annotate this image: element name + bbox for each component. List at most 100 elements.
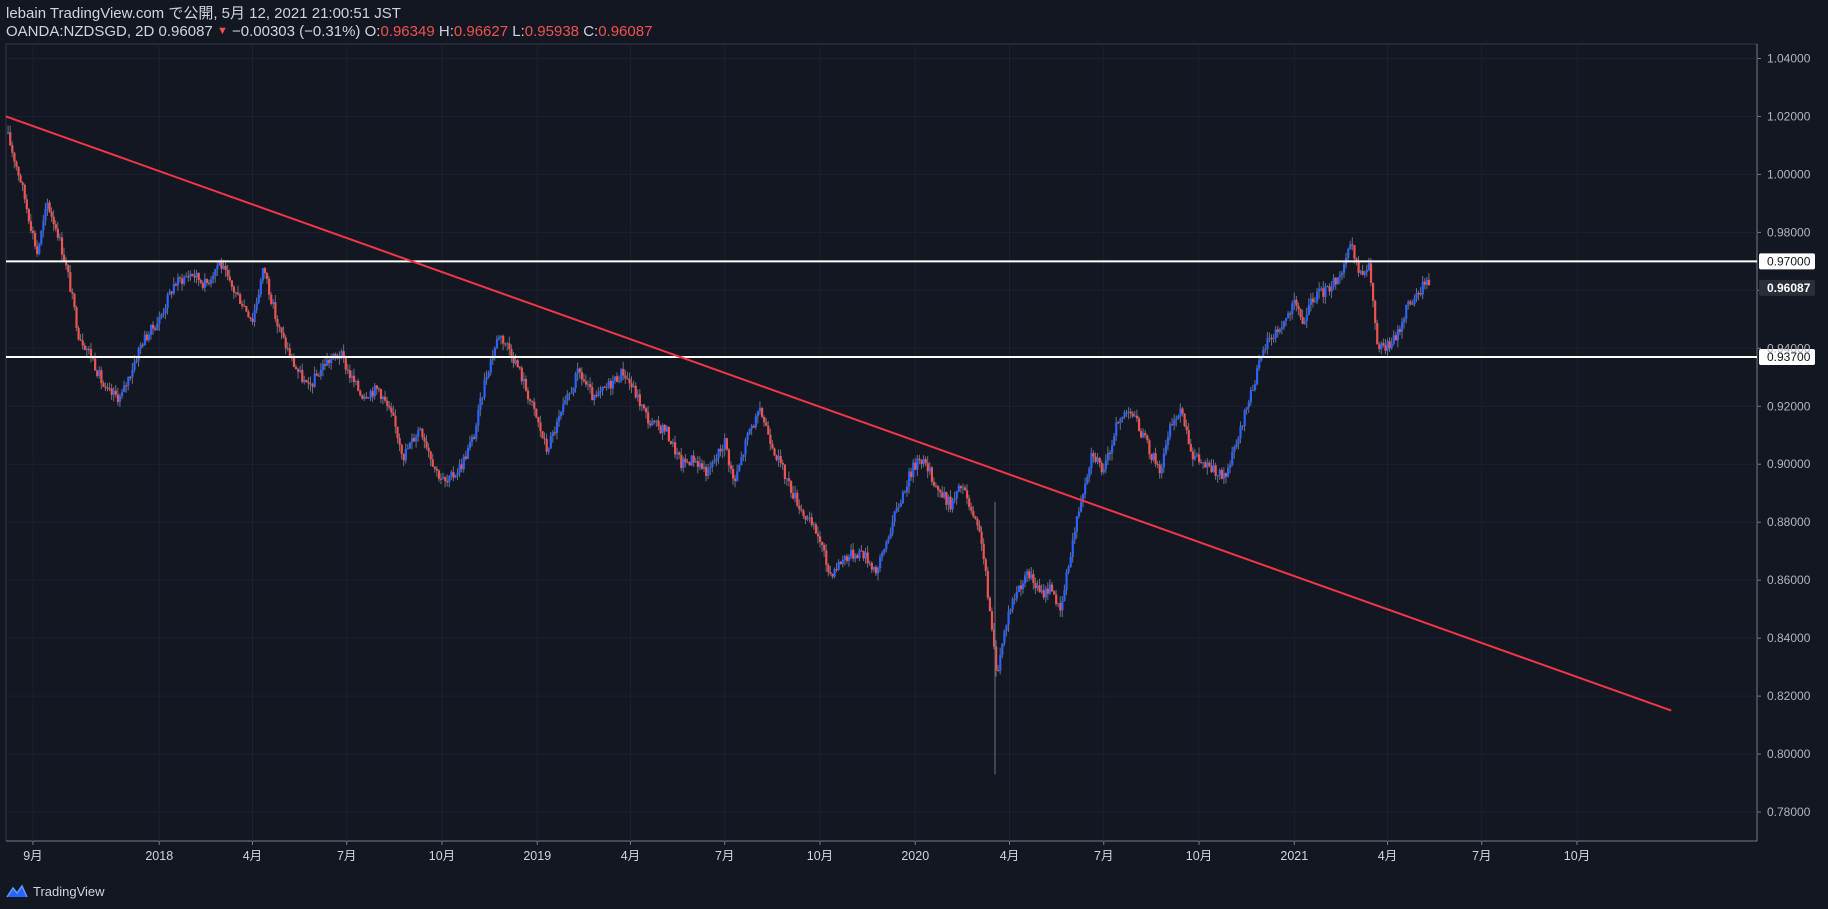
candle-up <box>189 273 192 277</box>
candle-down <box>980 531 983 544</box>
candle-up <box>597 392 600 396</box>
candle-up <box>912 462 915 478</box>
candle-down <box>81 340 84 346</box>
candle-up <box>259 280 262 295</box>
candle-down <box>870 562 873 570</box>
candle-down <box>667 426 670 441</box>
price-tick-label: 0.98000 <box>1767 225 1811 239</box>
candle-up <box>1347 248 1350 258</box>
candle-down <box>297 369 300 372</box>
candle-up <box>1278 328 1281 332</box>
candle-down <box>301 370 304 383</box>
candle-up <box>1396 329 1400 341</box>
candle-down <box>1371 282 1375 301</box>
candle-up <box>1069 556 1072 567</box>
candle-down <box>228 276 231 281</box>
candle-down <box>388 405 391 408</box>
candle-up <box>883 549 886 553</box>
candle-down <box>1156 463 1159 465</box>
candle-down <box>1295 299 1298 306</box>
candle-down <box>1299 309 1302 317</box>
candle-up <box>183 277 186 284</box>
candle-up <box>756 411 760 417</box>
candle-down <box>65 261 68 266</box>
candle-down <box>823 545 826 551</box>
horizontal-lines[interactable]: 0.97000 0.93700 <box>6 253 1815 366</box>
candle-down <box>178 277 182 279</box>
low-value: 0.95938 <box>524 23 580 40</box>
candle-up <box>483 379 486 398</box>
candle-down <box>352 375 356 382</box>
candle-down <box>421 428 424 438</box>
candle-down <box>13 152 16 162</box>
candle-up <box>690 455 693 466</box>
candle-down <box>348 370 352 378</box>
candle-down <box>344 357 347 370</box>
candle-down <box>1328 286 1331 292</box>
candle-down <box>1394 335 1397 341</box>
time-tick-label: 4月 <box>243 849 262 863</box>
candle-up <box>707 468 710 477</box>
candle-up <box>864 552 867 559</box>
candle-up <box>1293 299 1296 304</box>
candle-up <box>551 432 554 436</box>
candle-up <box>1115 422 1118 437</box>
candle-up <box>1365 270 1368 273</box>
candle-down <box>1028 571 1031 579</box>
candle-up <box>1173 419 1176 426</box>
candle-up <box>1249 390 1252 403</box>
candle-up <box>955 491 958 499</box>
candle-up <box>1318 288 1321 292</box>
time-tick-label: 7月 <box>1094 849 1113 863</box>
horizontal-line-price-label: 0.97000 <box>1767 254 1811 268</box>
candle-up <box>599 390 602 393</box>
candle-down <box>829 572 832 574</box>
candle-down <box>1108 452 1112 454</box>
price-tick-label: 0.90000 <box>1767 457 1811 471</box>
candle-down <box>968 498 971 507</box>
candle-down <box>535 408 538 418</box>
candle-up <box>922 459 925 465</box>
candle-down <box>280 327 283 333</box>
candle-down <box>1185 426 1188 431</box>
candle-up <box>1342 264 1346 273</box>
candle-up <box>497 337 501 340</box>
candle-up <box>574 373 577 388</box>
publisher-line: lebain TradingView.com で公開, 5月 12, 2021 … <box>6 5 401 23</box>
candle-up <box>1071 539 1074 557</box>
candle-up <box>587 384 590 386</box>
candle-up <box>491 357 494 360</box>
candle-down <box>278 326 281 328</box>
price-axis[interactable]: 1.040001.020001.000000.980000.960000.940… <box>1757 51 1815 819</box>
time-tick-label: 10月 <box>807 849 833 863</box>
candle-down <box>541 431 544 439</box>
trendline-layer[interactable] <box>5 115 1672 712</box>
candle-up <box>253 310 256 323</box>
time-tick-label: 10月 <box>429 849 455 863</box>
candle-up <box>899 503 902 507</box>
candle-up <box>1326 286 1329 288</box>
candle-up <box>168 291 171 295</box>
candle-up <box>744 440 747 455</box>
candle-up <box>481 397 484 399</box>
candle-up <box>1307 305 1310 315</box>
candle-up <box>1007 611 1010 625</box>
candle-down <box>328 359 331 364</box>
candle-down <box>729 465 733 469</box>
candle-down <box>1369 263 1373 283</box>
candle-up <box>1152 453 1155 461</box>
last-price-label: 0.96087 <box>1767 281 1811 295</box>
candle-down <box>282 332 285 338</box>
candle-down <box>553 432 557 434</box>
time-axis[interactable]: 9月 2018 4月 7月 10月 2019 4月 7月 10月 2020 4月 7月 10月 2021 4… <box>23 841 1590 863</box>
candle-down <box>1140 431 1143 438</box>
candle-up <box>1291 303 1294 315</box>
candle-up <box>713 461 716 463</box>
footer-brand[interactable]: TradingView <box>6 881 105 901</box>
candle-up <box>1003 630 1006 644</box>
candle-down <box>1322 288 1325 297</box>
candle-down <box>603 386 606 388</box>
candle-up <box>149 324 153 335</box>
candle-down <box>802 510 805 516</box>
